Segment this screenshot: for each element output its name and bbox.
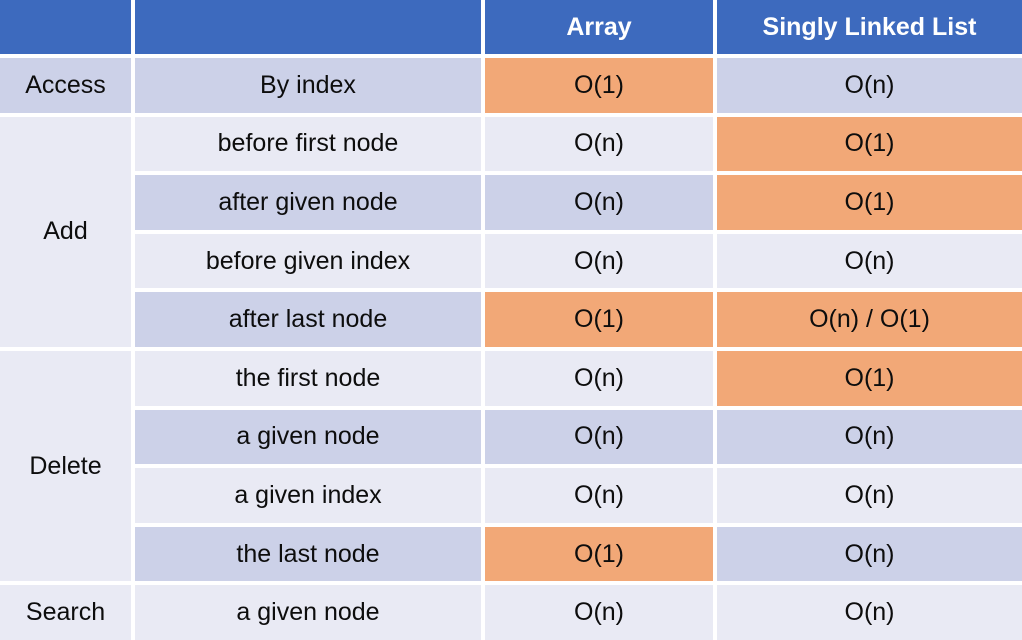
operation-cell: after last node: [135, 292, 481, 347]
array-complexity-cell: O(1): [485, 526, 713, 582]
operation-cell: By index: [135, 58, 481, 113]
array-complexity-cell: O(n): [485, 468, 713, 523]
operation-cell: after given node: [135, 175, 481, 230]
operation-cell: a given node: [135, 409, 481, 465]
array-complexity-cell: O(1): [485, 292, 713, 347]
group-cell-add: Add: [0, 116, 131, 347]
array-complexity-cell: O(n): [485, 585, 713, 640]
operation-cell: before given index: [135, 233, 481, 289]
sll-complexity-cell: O(1): [717, 116, 1022, 172]
group-cell-delete: Delete: [0, 350, 131, 582]
sll-complexity-cell: O(n): [717, 409, 1022, 465]
sll-complexity-cell: O(1): [717, 175, 1022, 230]
group-cell-search: Search: [0, 585, 131, 640]
operation-cell: a given index: [135, 468, 481, 523]
array-complexity-cell: O(1): [485, 58, 713, 113]
array-complexity-cell: O(n): [485, 350, 713, 406]
sll-complexity-cell: O(n): [717, 526, 1022, 582]
sll-complexity-cell: O(n): [717, 58, 1022, 113]
group-cell-access: Access: [0, 58, 131, 113]
array-complexity-cell: O(n): [485, 233, 713, 289]
header-cell-group-empty: [0, 0, 131, 54]
array-complexity-cell: O(n): [485, 116, 713, 172]
array-complexity-cell: O(n): [485, 409, 713, 465]
operation-cell: before first node: [135, 116, 481, 172]
sll-complexity-cell: O(n): [717, 585, 1022, 640]
header-cell-singly-linked-list: Singly Linked List: [717, 0, 1022, 54]
sll-complexity-cell: O(n): [717, 468, 1022, 523]
header-cell-operation-empty: [135, 0, 481, 54]
operation-cell: the last node: [135, 526, 481, 582]
sll-complexity-cell: O(n): [717, 233, 1022, 289]
sll-complexity-cell: O(n) / O(1): [717, 292, 1022, 347]
array-complexity-cell: O(n): [485, 175, 713, 230]
operation-cell: a given node: [135, 585, 481, 640]
header-cell-array: Array: [485, 0, 713, 54]
operation-cell: the first node: [135, 350, 481, 406]
sll-complexity-cell: O(1): [717, 350, 1022, 406]
